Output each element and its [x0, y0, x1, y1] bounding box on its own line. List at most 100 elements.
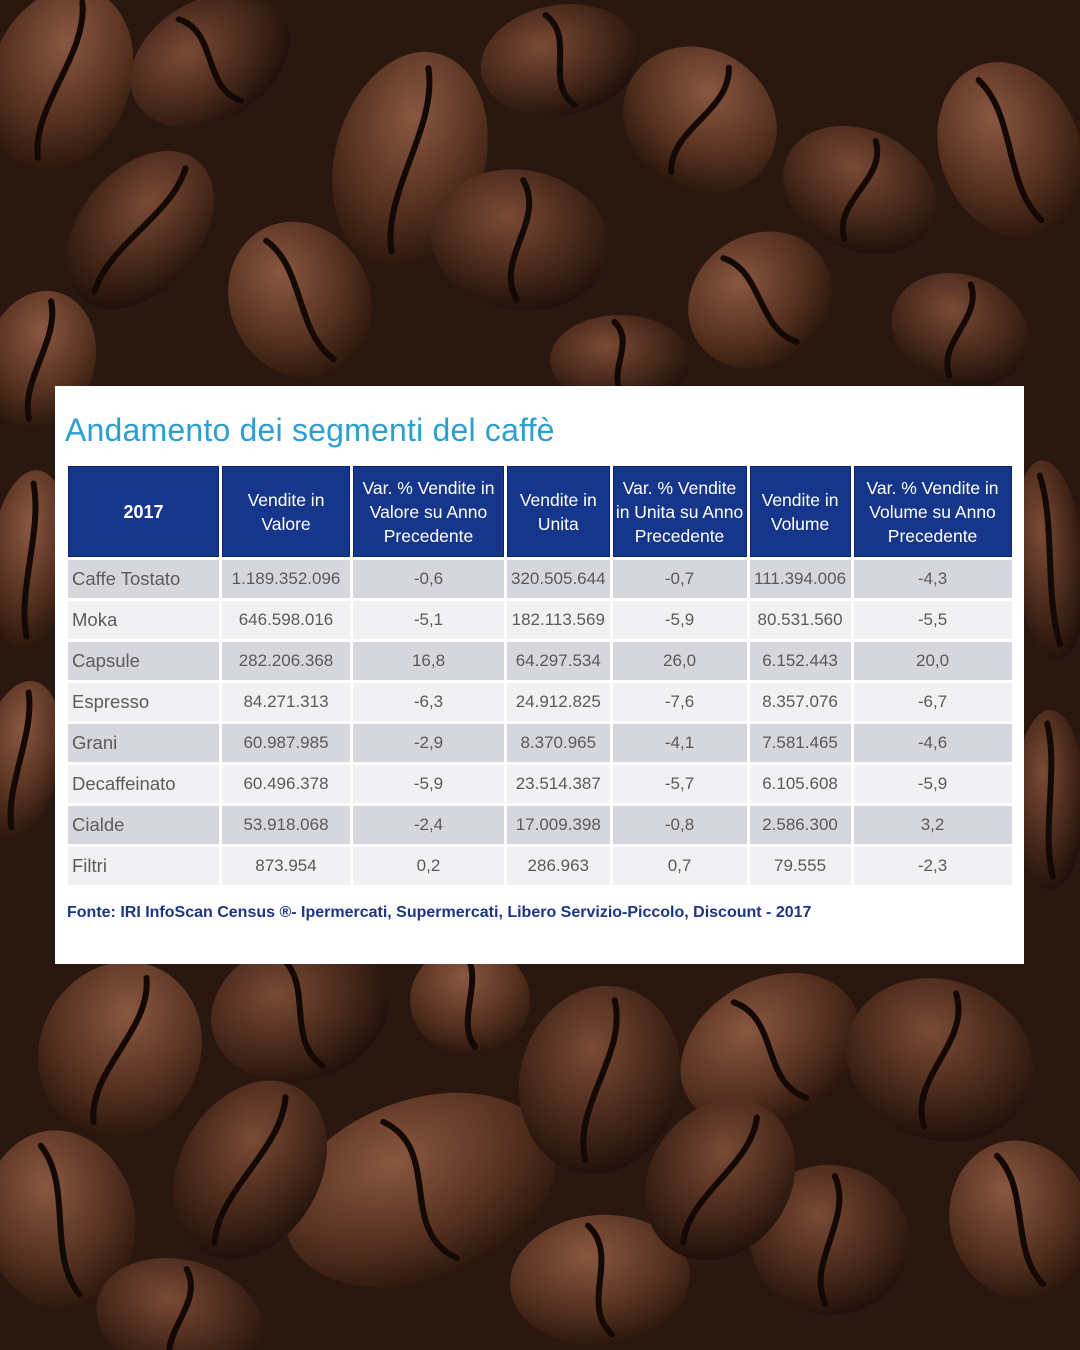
var-valore-cell: 0,2 [353, 847, 504, 885]
vendite-unita-cell: 24.912.825 [507, 683, 610, 721]
segment-label: Filtri [68, 847, 219, 885]
segment-label: Cialde [68, 806, 219, 844]
vendite-valore-cell: 873.954 [222, 847, 350, 885]
coffee-bean [623, 46, 777, 194]
vendite-volume-cell: 6.105.608 [749, 765, 851, 803]
header-vendite-volume: Vendite in Volume [749, 466, 851, 557]
vendite-unita-cell: 182.113.569 [507, 601, 610, 639]
vendite-unita-cell: 64.297.534 [507, 642, 610, 680]
var-volume-cell: 3,2 [853, 806, 1012, 844]
coffee-bean [518, 985, 682, 1175]
coffee-bean [0, 0, 134, 173]
vendite-volume-cell: 7.581.465 [749, 724, 851, 762]
header-row: 2017 Vendite in Valore Var. % Vendite in… [68, 466, 1012, 557]
source-note: Fonte: IRI InfoScan Census ®- Ipermercat… [67, 904, 812, 921]
var-volume-cell: -4,6 [853, 724, 1012, 762]
var-valore-cell: -5,9 [353, 765, 504, 803]
table-row: Caffe Tostato 1.189.352.096 -0,6 320.505.64… [68, 560, 1012, 598]
vendite-volume-cell: 8.357.076 [749, 683, 851, 721]
var-unita-cell: -0,7 [612, 560, 747, 598]
table-row: Capsule 282.206.368 16,8 64.297.534 26,0 6.15… [68, 642, 1012, 680]
vendite-unita-cell: 23.514.387 [507, 765, 610, 803]
var-unita-cell: -5,9 [612, 601, 747, 639]
vendite-valore-cell: 646.598.016 [222, 601, 350, 639]
coffee-bean [510, 1214, 690, 1346]
header-var-valore: Var. % Vendite in Valore su Anno Precede… [353, 466, 504, 557]
coffee-bean [783, 125, 937, 255]
segment-label: Capsule [68, 642, 219, 680]
vendite-volume-cell: 80.531.560 [749, 601, 851, 639]
table-row: Filtri 873.954 0,2 286.963 0,7 79.555 -2,3 [68, 847, 1012, 885]
vendite-volume-cell: 79.555 [749, 847, 851, 885]
header-var-unita: Var. % Vendite in Unita su Anno Preceden… [612, 466, 747, 557]
var-valore-cell: -2,4 [353, 806, 504, 844]
coffee-bean [0, 680, 62, 840]
coffee-bean [38, 961, 202, 1139]
table-row: Cialde 53.918.068 -2,4 17.009.398 -0,8 2.586.… [68, 806, 1012, 844]
var-volume-cell: 20,0 [853, 642, 1012, 680]
vendite-unita-cell: 320.505.644 [507, 560, 610, 598]
coffee-bean [130, 0, 290, 128]
var-volume-cell: -2,3 [853, 847, 1012, 885]
header-vendite-valore: Vendite in Valore [222, 466, 350, 557]
vendite-volume-cell: 2.586.300 [749, 806, 851, 844]
coffee-bean [680, 972, 860, 1128]
table-row: Espresso 84.271.313 -6,3 24.912.825 -7,6 8.35… [68, 683, 1012, 721]
var-valore-cell: -0,6 [353, 560, 504, 598]
segment-label: Caffe Tostato [68, 560, 219, 598]
coffee-bean [688, 231, 832, 369]
var-valore-cell: -5,1 [353, 601, 504, 639]
coffee-bean [66, 151, 214, 309]
vendite-volume-cell: 6.152.443 [749, 642, 851, 680]
vendite-unita-cell: 17.009.398 [507, 806, 610, 844]
var-volume-cell: -6,7 [853, 683, 1012, 721]
header-var-volume: Var. % Vendite in Volume su Anno Precede… [853, 466, 1012, 557]
var-volume-cell: -5,5 [853, 601, 1012, 639]
var-unita-cell: -0,8 [612, 806, 747, 844]
segment-label: Decaffeinato [68, 765, 219, 803]
header-vendite-unita: Vendite in Unita [507, 466, 610, 557]
coffee-bean [228, 221, 372, 379]
table-card: Andamento dei segmenti del caffè 2017 Ve… [55, 386, 1024, 964]
header-year: 2017 [68, 466, 219, 557]
var-valore-cell: -2,9 [353, 724, 504, 762]
vendite-unita-cell: 286.963 [507, 847, 610, 885]
segments-table: 2017 Vendite in Valore Var. % Vendite in… [65, 463, 1015, 888]
var-unita-cell: 0,7 [612, 847, 747, 885]
coffee-bean [846, 978, 1034, 1142]
table-row: Decaffeinato 60.496.378 -5,9 23.514.387 -5,7… [68, 765, 1012, 803]
coffee-bean [750, 1164, 910, 1316]
var-unita-cell: -4,1 [612, 724, 747, 762]
vendite-volume-cell: 111.394.006 [749, 560, 851, 598]
coffee-bean [480, 4, 640, 116]
vendite-valore-cell: 53.918.068 [222, 806, 350, 844]
coffee-bean [0, 470, 71, 650]
coffee-bean [0, 1130, 136, 1310]
segment-label: Grani [68, 724, 219, 762]
table-row: Moka 646.598.016 -5,1 182.113.569 -5,9 80.531… [68, 601, 1012, 639]
coffee-bean [211, 938, 389, 1082]
var-unita-cell: -7,6 [612, 683, 747, 721]
coffee-bean [949, 1140, 1080, 1300]
coffee-bean [644, 1099, 796, 1261]
var-unita-cell: 26,0 [612, 642, 747, 680]
vendite-valore-cell: 60.987.985 [222, 724, 350, 762]
var-valore-cell: 16,8 [353, 642, 504, 680]
coffee-bean [96, 1258, 264, 1350]
var-unita-cell: -5,7 [612, 765, 747, 803]
segment-label: Espresso [68, 683, 219, 721]
coffee-bean [172, 1080, 328, 1260]
var-valore-cell: -6,3 [353, 683, 504, 721]
coffee-bean [937, 62, 1080, 238]
coffee-bean [430, 169, 610, 311]
table-title: Andamento dei segmenti del caffè [65, 412, 555, 448]
vendite-valore-cell: 84.271.313 [222, 683, 350, 721]
coffee-bean [1015, 710, 1080, 890]
coffee-bean [284, 1092, 556, 1288]
table-row: Grani 60.987.985 -2,9 8.370.965 -4,1 7.581.46… [68, 724, 1012, 762]
var-volume-cell: -5,9 [853, 765, 1012, 803]
var-volume-cell: -4,3 [853, 560, 1012, 598]
vendite-unita-cell: 8.370.965 [507, 724, 610, 762]
coffee-bean [891, 273, 1029, 387]
vendite-valore-cell: 60.496.378 [222, 765, 350, 803]
